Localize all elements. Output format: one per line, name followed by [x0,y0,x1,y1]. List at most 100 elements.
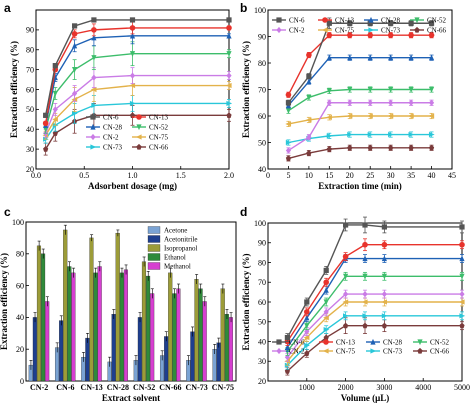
legend-marker [90,133,96,141]
data-point [226,25,232,31]
data-point [428,86,435,93]
legend-label: Acetone [164,227,187,235]
series-cn-75 [284,297,465,366]
legend-item: Isopropanol [147,244,197,253]
data-point [43,146,49,152]
data-point [71,31,78,37]
bar [59,320,64,382]
legend-label: CN-28 [383,339,403,347]
legend-item: Ethanol [147,253,186,262]
data-point [343,222,349,228]
data-point [367,113,373,119]
legend-marker [321,27,328,33]
data-point [285,147,292,154]
bar [141,261,147,382]
data-point [408,54,414,61]
data-point [91,102,97,108]
data-point [52,106,58,113]
legend-label: CN-52 [427,17,447,25]
x-tick-label: 0.0 [31,171,41,180]
data-point [367,54,373,61]
data-point [72,23,78,29]
x-tick-label: CN-66 [159,383,181,392]
data-point [428,144,435,151]
x-axis-label: Extraction time (min) [318,181,401,191]
data-point [347,99,353,106]
legend-marker [90,123,96,130]
data-point [226,112,232,118]
y-tick-label: 80 [26,46,34,55]
data-point [408,144,414,151]
series-line [45,102,229,140]
data-point [428,54,435,61]
data-point [458,299,465,305]
legend-label: Isopropanol [164,245,197,253]
data-point [285,155,292,161]
bar-group [28,240,50,382]
bar [67,266,72,382]
bar [63,229,68,382]
legend-marker [322,17,328,23]
series-line [288,147,432,160]
series-cn-6 [285,17,435,106]
x-tick-label: CN-75 [212,383,234,392]
legend-item: CN-52 [132,124,169,132]
data-point [362,291,368,298]
data-point [408,131,415,138]
legend-item: CN-66 [410,27,447,35]
data-point [347,86,353,93]
series-line [45,74,229,134]
data-point [362,273,368,280]
legend-item: CN-28 [366,339,403,347]
data-point [387,113,394,119]
panel-c: 0 20 40 60 80 100 Extract solvent Extraction ef… [0,205,237,403]
legend-label: CN-2 [289,27,305,35]
y-tick-label: 80 [258,258,266,267]
x-tick-label: 0 [266,171,270,180]
x-tick-label: 15 [325,171,333,180]
y-tick-label: 0 [20,377,24,386]
bar [224,314,229,382]
series-line [44,19,229,116]
legend-label: CN-73 [103,144,123,152]
x-tick-label: 10 [305,171,313,180]
data-point [323,308,329,315]
bar [45,301,50,382]
bar [216,342,221,382]
data-point [91,74,97,81]
legend-marker [276,17,282,23]
legend-item: CN-75 [319,348,356,356]
y-tick-label: 40 [16,313,24,322]
data-point [459,273,465,280]
series-cn-52 [43,41,232,134]
bar [176,288,181,382]
data-point [367,144,373,151]
legend-item: CN-28 [364,17,401,25]
y-tick-label: 80 [258,59,266,68]
series-line [44,27,229,124]
x-tick-label: 3000 [376,383,392,392]
legend-label: CN-13 [335,17,355,25]
series-cn-6 [43,17,232,118]
data-point [304,342,310,349]
data-point [367,131,374,138]
data-point [408,113,414,119]
legend-marker [417,347,423,354]
data-point [304,309,310,315]
data-point [388,144,394,151]
legend-item: CN-13 [319,339,356,347]
legend-label: CN-2 [289,348,305,356]
data-point [285,92,292,98]
legend-item: CN-2 [86,134,119,142]
legend-label: CN-2 [103,134,119,142]
data-point [304,299,310,305]
bar-group [159,267,181,382]
legend: AcetoneAcetonitrileIsopropanolEthanolMet… [147,226,197,271]
bar-group [186,274,207,382]
y-axis-label: Extraction efficiency (%) [241,41,251,138]
bar [93,272,98,382]
bar [36,245,42,382]
data-point [304,314,310,321]
data-point [343,322,349,329]
legend-item: Acetonitrile [147,235,197,244]
